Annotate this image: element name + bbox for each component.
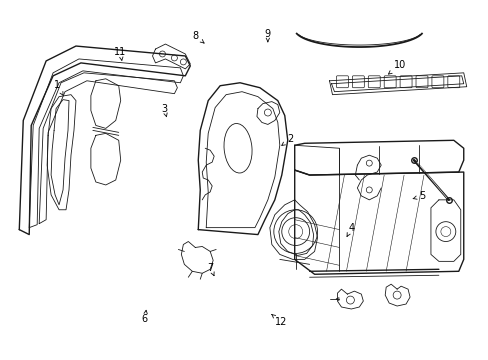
Text: 9: 9 (264, 28, 270, 42)
Text: 7: 7 (207, 262, 214, 276)
Text: 2: 2 (281, 134, 293, 145)
Text: 1: 1 (54, 80, 63, 96)
Text: 3: 3 (161, 104, 167, 117)
Text: 11: 11 (114, 47, 126, 60)
Text: 5: 5 (412, 191, 424, 201)
Text: 10: 10 (387, 60, 406, 74)
Text: 8: 8 (192, 31, 203, 43)
Text: 4: 4 (346, 223, 354, 237)
Text: 12: 12 (271, 314, 286, 327)
Text: 6: 6 (142, 310, 147, 324)
